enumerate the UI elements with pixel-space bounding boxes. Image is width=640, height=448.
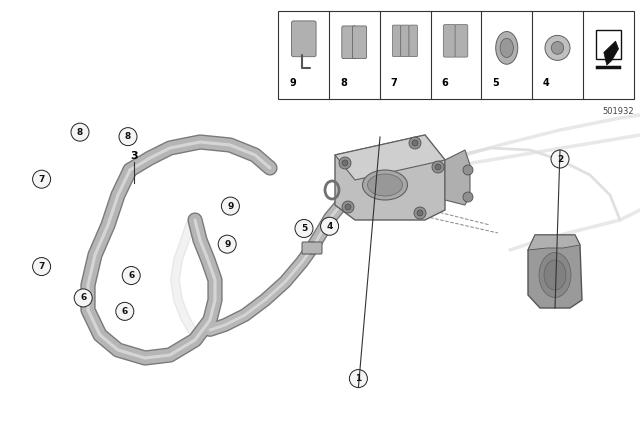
Circle shape: [412, 140, 418, 146]
Circle shape: [349, 370, 367, 388]
Ellipse shape: [367, 174, 403, 196]
Text: 501932: 501932: [602, 107, 634, 116]
Circle shape: [342, 201, 354, 213]
Text: 9: 9: [224, 240, 230, 249]
Circle shape: [463, 192, 473, 202]
FancyBboxPatch shape: [455, 25, 468, 57]
Circle shape: [435, 164, 441, 170]
Text: 4: 4: [326, 222, 333, 231]
Text: 3: 3: [131, 151, 138, 161]
Polygon shape: [335, 135, 445, 220]
Circle shape: [417, 210, 423, 216]
Text: 7: 7: [390, 78, 397, 88]
Text: 7: 7: [38, 175, 45, 184]
Ellipse shape: [539, 253, 571, 297]
Text: 4: 4: [543, 78, 550, 88]
Text: 5: 5: [301, 224, 307, 233]
FancyBboxPatch shape: [302, 242, 322, 254]
Circle shape: [463, 165, 473, 175]
Text: 6: 6: [442, 78, 448, 88]
FancyBboxPatch shape: [342, 26, 356, 59]
Ellipse shape: [500, 39, 513, 57]
Text: 9: 9: [289, 78, 296, 88]
Ellipse shape: [551, 42, 564, 54]
Circle shape: [342, 160, 348, 166]
FancyBboxPatch shape: [392, 25, 401, 56]
FancyBboxPatch shape: [444, 25, 456, 57]
Polygon shape: [445, 150, 470, 205]
Text: 2: 2: [557, 155, 563, 164]
Polygon shape: [335, 135, 445, 180]
Ellipse shape: [362, 170, 408, 200]
Text: 8: 8: [340, 78, 347, 88]
Circle shape: [414, 207, 426, 219]
Polygon shape: [528, 235, 580, 250]
Bar: [278, 11, 634, 99]
Ellipse shape: [303, 242, 321, 254]
Circle shape: [409, 137, 421, 149]
FancyBboxPatch shape: [291, 21, 316, 57]
Circle shape: [339, 157, 351, 169]
Circle shape: [218, 235, 236, 253]
Text: 1: 1: [355, 374, 362, 383]
Polygon shape: [528, 235, 582, 308]
Text: 8: 8: [125, 132, 131, 141]
Ellipse shape: [496, 31, 518, 64]
Circle shape: [116, 302, 134, 320]
Text: 6: 6: [122, 307, 128, 316]
Circle shape: [71, 123, 89, 141]
Circle shape: [74, 289, 92, 307]
Text: 9: 9: [227, 202, 234, 211]
Circle shape: [432, 161, 444, 173]
FancyBboxPatch shape: [401, 25, 409, 56]
Ellipse shape: [545, 35, 570, 60]
Text: 8: 8: [77, 128, 83, 137]
Circle shape: [33, 258, 51, 276]
Circle shape: [221, 197, 239, 215]
Circle shape: [551, 150, 569, 168]
Circle shape: [321, 217, 339, 235]
Circle shape: [122, 267, 140, 284]
Circle shape: [33, 170, 51, 188]
Text: 5: 5: [492, 78, 499, 88]
Text: 6: 6: [80, 293, 86, 302]
Bar: [596, 30, 621, 59]
Circle shape: [345, 204, 351, 210]
Circle shape: [295, 220, 313, 237]
FancyBboxPatch shape: [353, 26, 367, 59]
FancyBboxPatch shape: [409, 25, 417, 56]
Circle shape: [119, 128, 137, 146]
Text: 7: 7: [38, 262, 45, 271]
Text: 6: 6: [128, 271, 134, 280]
Polygon shape: [604, 41, 618, 65]
Ellipse shape: [544, 260, 566, 290]
